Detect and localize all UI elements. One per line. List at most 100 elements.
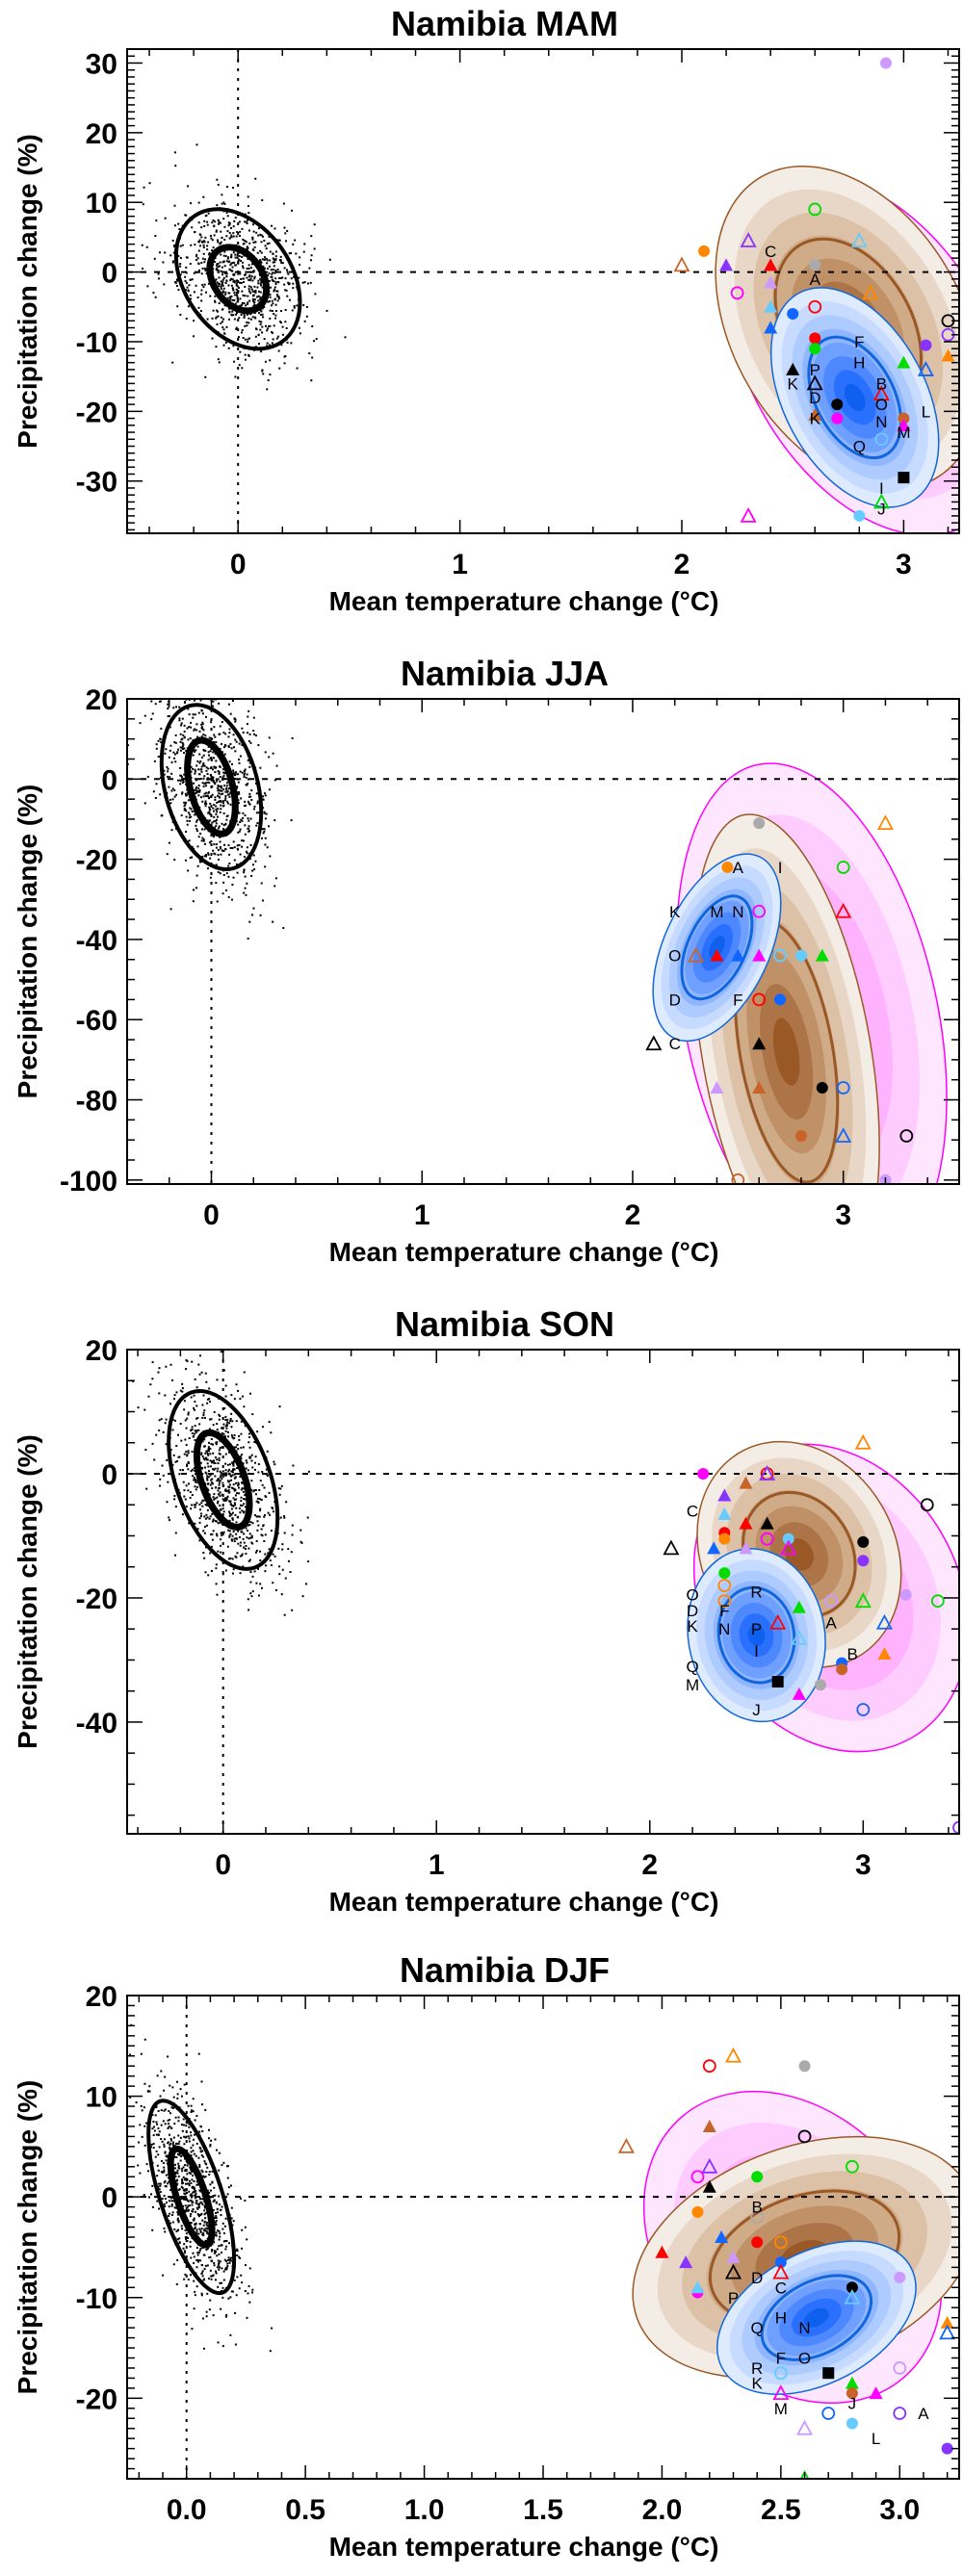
marker-triangle (740, 232, 757, 247)
noise-point (202, 734, 205, 736)
noise-point (259, 914, 262, 916)
noise-point (232, 2220, 235, 2223)
noise-point (277, 281, 280, 284)
noise-point (158, 1419, 161, 1422)
noise-point (201, 2233, 204, 2236)
noise-point (200, 293, 203, 296)
noise-point (178, 717, 181, 720)
noise-point (201, 2275, 204, 2278)
noise-point (232, 251, 235, 254)
noise-point (179, 1423, 182, 1426)
noise-point (186, 819, 189, 822)
noise-point (202, 838, 205, 841)
noise-point (218, 302, 221, 305)
marker-triangle (780, 1539, 797, 1556)
noise-point (194, 813, 196, 816)
noise-point (221, 1507, 224, 1510)
noise-point (222, 1531, 225, 1533)
noise-point (264, 1570, 267, 1573)
noise-point (184, 2273, 187, 2276)
noise-point (169, 2212, 171, 2215)
noise-point (186, 2199, 189, 2202)
noise-point (261, 235, 264, 238)
noise-point (159, 2191, 162, 2194)
noise-point (221, 777, 224, 780)
noise-point (181, 741, 184, 744)
noise-point (221, 742, 223, 745)
noise-point (273, 290, 275, 293)
noise-point (246, 222, 248, 225)
noise-point (216, 178, 219, 181)
noise-point (219, 1491, 221, 1494)
noise-point (228, 1485, 231, 1488)
noise-point (200, 2272, 203, 2275)
noise-point (224, 2268, 227, 2271)
noise-point (193, 320, 195, 322)
model-letter: R (751, 2359, 763, 2378)
noise-point (195, 1502, 198, 1505)
noise-point (251, 863, 254, 866)
noise-point (172, 260, 175, 263)
noise-point (238, 1507, 241, 1509)
noise-point (217, 262, 220, 265)
noise-point (185, 2125, 188, 2127)
noise-point (232, 734, 235, 736)
model-letter: M (710, 903, 723, 921)
noise-point (226, 1495, 229, 1498)
marker-triangle (940, 2315, 954, 2329)
noise-point (243, 316, 246, 319)
noise-point (174, 670, 176, 672)
noise-point (241, 290, 244, 293)
noise-point (247, 795, 250, 798)
noise-point (227, 745, 230, 748)
noise-point (188, 2125, 191, 2128)
noise-point (206, 2232, 209, 2235)
noise-point (274, 280, 277, 283)
noise-point (200, 262, 203, 265)
noise-point (277, 239, 280, 242)
marker-circle (952, 1820, 959, 1834)
model-letter: D (751, 2269, 763, 2287)
noise-point (278, 297, 281, 300)
noise-point (217, 1467, 220, 1470)
noise-point (183, 1408, 186, 1411)
marker-triangle (941, 348, 955, 362)
noise-point (213, 224, 216, 227)
noise-point (198, 2165, 201, 2168)
noise-point (247, 2284, 250, 2287)
noise-point (196, 2207, 199, 2210)
noise-point (178, 2167, 181, 2170)
noise-point (179, 265, 182, 268)
noise-point (201, 2264, 204, 2267)
noise-point (153, 257, 156, 260)
noise-point (164, 1422, 167, 1425)
noise-point (210, 2260, 213, 2263)
noise-point (145, 2163, 148, 2166)
noise-point (206, 2292, 209, 2295)
noise-point (218, 2151, 221, 2154)
noise-point (181, 2178, 184, 2181)
noise-point (274, 250, 277, 253)
noise-point (223, 250, 226, 253)
noise-point (210, 766, 213, 769)
noise-point (256, 802, 259, 805)
noise-point (168, 2147, 170, 2150)
noise-point (199, 778, 202, 781)
marker-triangle (835, 902, 852, 918)
noise-point (155, 743, 158, 746)
noise-point (168, 1516, 170, 1519)
noise-point (248, 1533, 251, 1535)
noise-point (232, 235, 235, 238)
noise-point (232, 345, 235, 348)
noise-point (155, 1433, 158, 1436)
noise-point (195, 2230, 198, 2233)
model-letter: I (778, 859, 783, 877)
noise-point (217, 2211, 220, 2214)
noise-point (173, 789, 176, 792)
noise-point (254, 177, 257, 180)
noise-point (262, 1525, 265, 1528)
noise-point (204, 1452, 207, 1455)
noise-point (241, 255, 244, 258)
noise-point (167, 2182, 169, 2185)
marker-triangle (791, 1629, 808, 1645)
